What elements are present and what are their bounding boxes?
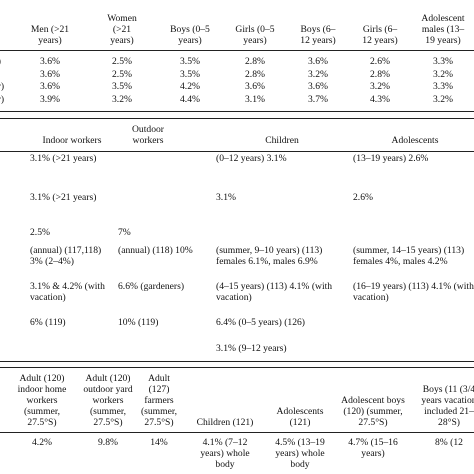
table-cell: 3.2%: [433, 69, 453, 80]
table-cell: 3.1% & 4.2% (with vacation): [30, 281, 105, 303]
rule: [0, 151, 474, 152]
table-cell: 6.4% (0–5 years) (126): [216, 317, 305, 328]
column-header: Outdoor workers: [132, 124, 164, 146]
table-cell: 3.2%: [433, 94, 453, 105]
table-cell: 3.3%: [433, 56, 453, 67]
table-cell: 10% (119): [118, 317, 159, 328]
column-header: Boys (6–12 years): [300, 24, 336, 46]
table-cell: 3.6%: [245, 81, 265, 92]
table-cell: 3.6%: [40, 56, 60, 67]
column-header: Women (>21 years): [107, 13, 137, 46]
table-cell: (13–19 years) 2.6%: [353, 153, 429, 164]
table-cell: 4.2%: [32, 437, 52, 448]
column-header: Boys (11 (3/4 years vacation included 21…: [421, 384, 474, 428]
table-cell: 3.6%: [308, 81, 328, 92]
table-cell: mer): [0, 81, 5, 92]
table-cell: (16–19 years) (113) 4.1% (with vacation): [353, 281, 474, 303]
table-cell: 4.5% (13–19 years) whole body: [275, 437, 325, 470]
column-header: Adult (127) farmers (summer, 27.5°S): [140, 373, 178, 428]
column-header: Adolescents: [391, 135, 439, 146]
table-cell: (4–15 years) (113) 4.1% (with vacation): [216, 281, 333, 303]
table-cell: (summer, 14–15 years) (113) females 4%, …: [353, 245, 465, 267]
table-cell: 3.2%: [112, 94, 132, 105]
table-cell: 2.8%: [245, 69, 265, 80]
column-header: Children (121): [196, 417, 254, 428]
table-cell: 3.5%: [180, 69, 200, 80]
column-header: Children: [265, 135, 299, 146]
column-header: Adult (120) outdoor yard workers (summer…: [83, 373, 133, 428]
column-header: Girls (6–12 years): [362, 24, 398, 46]
table-cell: ): [0, 281, 14, 292]
column-header: Adolescent males (13–19 years): [421, 13, 465, 46]
table-cell: (summer, 9–10 years) (113) females 6.1%,…: [216, 245, 323, 267]
table-cell: 14%: [150, 437, 168, 448]
column-header: Men (>21 years): [30, 24, 70, 46]
table-cell: 2.6%: [370, 56, 390, 67]
column-header: Adolescents (121): [276, 406, 324, 428]
table-cell: 3.1%: [245, 94, 265, 105]
table-cell: 2.5%: [112, 69, 132, 80]
table-cell: 3.3%: [433, 81, 453, 92]
table-cell: 3.5%: [112, 81, 132, 92]
rule: [0, 367, 474, 368]
table-cell: 4.7% (15–16 years): [348, 437, 398, 459]
table-cell: (0–12 years) 3.1%: [216, 153, 287, 164]
column-header: Indoor workers: [42, 135, 102, 146]
table-cell: 9.8%: [98, 437, 118, 448]
rule: [0, 432, 474, 433]
table-cell: 2.5%: [112, 56, 132, 67]
table-cell: 7%: [118, 227, 131, 238]
rule: [0, 111, 474, 112]
table-cell: 3.1% (>21 years): [30, 192, 97, 203]
table-cell: 2.5%: [30, 227, 50, 238]
table-cell: 8% (12: [435, 437, 463, 448]
table-cell: 3.2%: [370, 81, 390, 92]
table-cell: 3.6%: [308, 56, 328, 67]
rule: [0, 50, 474, 51]
table-cell: 3.2%: [308, 69, 328, 80]
table-cell: l): [0, 245, 14, 256]
table-cell: ual): [0, 56, 14, 67]
table-cell: 3.1%: [216, 192, 236, 203]
table-cell: 4.1% (7–12 years) whole body: [200, 437, 250, 470]
table-cell: 3.7%: [308, 94, 328, 105]
table-cell: 3.1% (9–12 years): [216, 343, 287, 354]
table-cell: 2.6%: [353, 192, 373, 203]
table-cell: 6.6% (gardeners): [118, 281, 185, 292]
table-cell: 3.6%: [40, 81, 60, 92]
table-cell: 16): [0, 227, 14, 238]
table-cell: (annual) (118) 10%: [118, 245, 193, 256]
rule: [0, 118, 474, 119]
table-cell: 2.8%: [370, 69, 390, 80]
table-cell: 4.3%: [370, 94, 390, 105]
table-cell: mer): [0, 94, 5, 105]
table-cell: l,: [0, 317, 14, 328]
table-cell: (annual) (117,118) 3% (2–4%): [30, 245, 102, 267]
table-cell: 3.9%: [40, 94, 60, 105]
table-cell: 3.1% (>21 years): [30, 153, 97, 164]
table-cell: 3.6%: [40, 69, 60, 80]
column-header: Boys (0–5 years): [170, 24, 210, 46]
table-cell: 3.5%: [180, 56, 200, 67]
column-header: Adolescent boys (120) (summer, 27.5°S): [341, 395, 405, 428]
column-header: Adult (120) indoor home workers (summer,…: [17, 373, 67, 428]
rule: [0, 361, 474, 362]
table-cell: 4.2%: [180, 81, 200, 92]
table-cell: 6): [0, 437, 10, 448]
table-cell: al): [0, 69, 14, 80]
table-cell: 4.4%: [180, 94, 200, 105]
table-cell: 6% (119): [30, 317, 66, 328]
column-header: Girls (0–5 years): [235, 24, 275, 46]
table-cell: 2.8%: [245, 56, 265, 67]
